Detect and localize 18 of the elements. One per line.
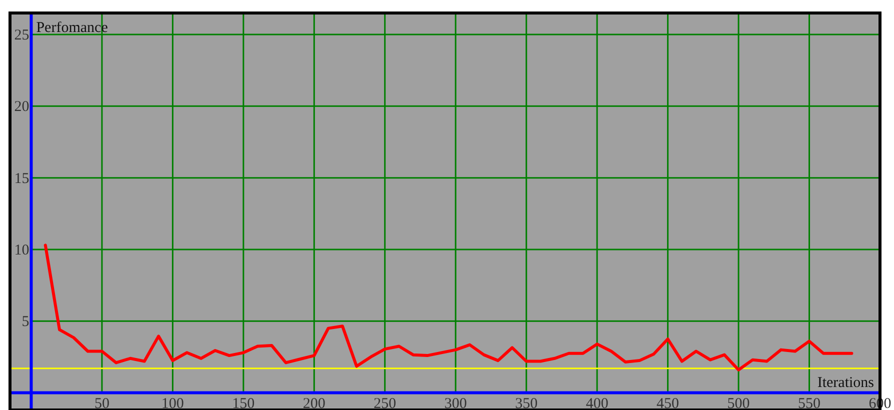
x-tick-label: 250 xyxy=(374,396,396,410)
x-tick-label: 450 xyxy=(656,396,680,410)
x-axis-title: Iterations xyxy=(817,374,874,391)
y-tick-label: 5 xyxy=(22,314,30,330)
line-series xyxy=(44,244,854,372)
x-tick-label: 150 xyxy=(232,396,255,410)
y-tick-label: 15 xyxy=(14,170,30,187)
y-tick-label: 25 xyxy=(14,28,30,44)
x-tick-label: 200 xyxy=(302,396,326,410)
x-tick-label: 550 xyxy=(798,396,821,410)
x-tick-label: 300 xyxy=(444,396,467,410)
x-tick-label: 100 xyxy=(161,396,184,410)
x-tick-label: 500 xyxy=(727,396,750,410)
x-tick-label: 400 xyxy=(586,396,608,410)
x-tick-label: 50 xyxy=(94,396,110,410)
y-tick-label: 20 xyxy=(14,99,30,116)
y-tick-label: 10 xyxy=(14,242,30,258)
x-tick-label: 350 xyxy=(515,396,538,410)
